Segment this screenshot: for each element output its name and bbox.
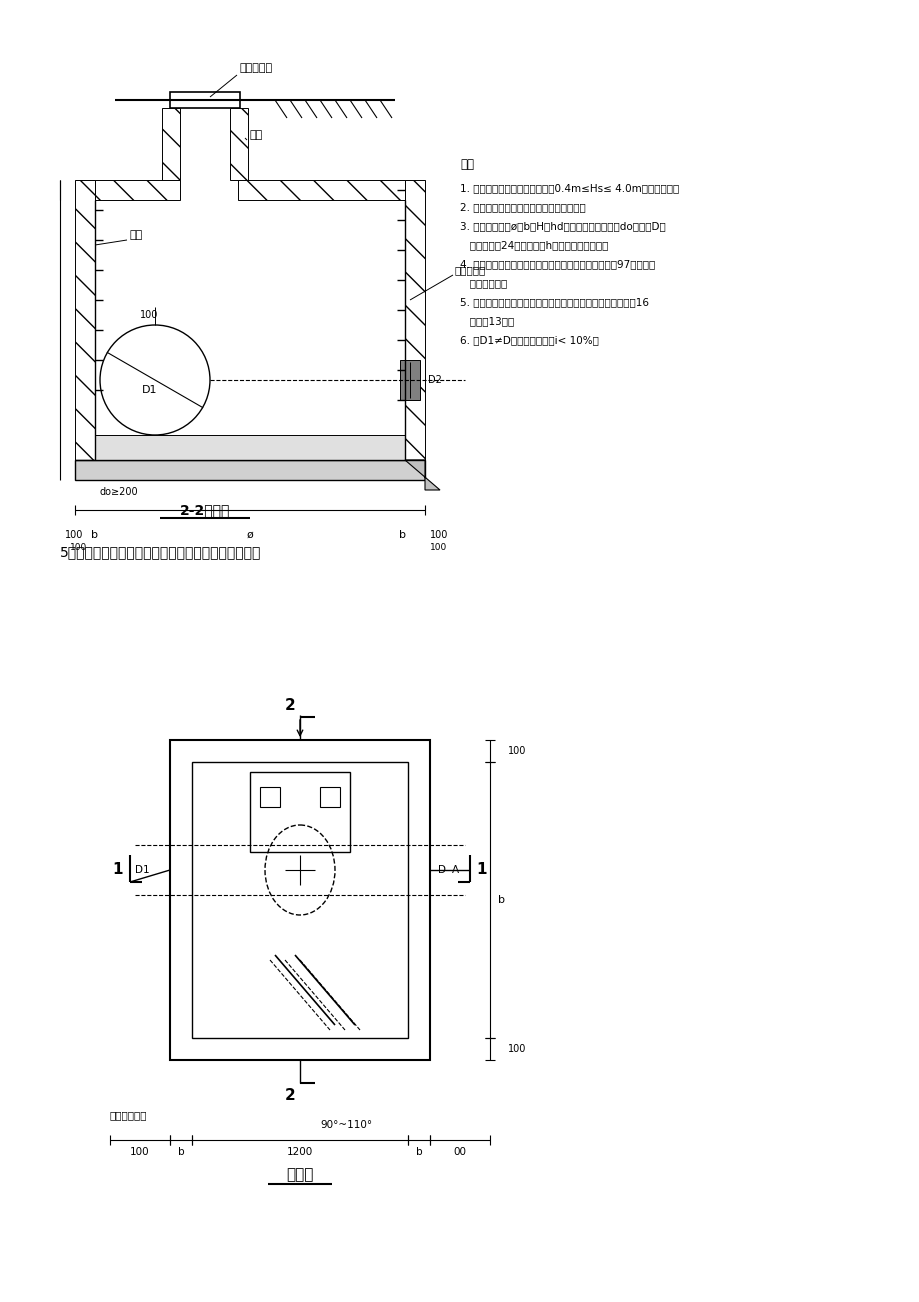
Bar	[95, 180, 180, 201]
Text: 100: 100	[507, 1044, 526, 1055]
Text: 1. 适用条件：盖板顶设计覆土：0.4m≤Hs≤ 4.0m；有地下水。: 1. 适用条件：盖板顶设计覆土：0.4m≤Hs≤ 4.0m；有地下水。	[460, 184, 678, 193]
Text: 页及第13页。: 页及第13页。	[460, 316, 514, 326]
Text: 井盖及井座: 井盖及井座	[240, 62, 273, 73]
Text: 100: 100	[507, 746, 526, 756]
Text: b: b	[497, 894, 505, 905]
Text: 90°~110°: 90°~110°	[320, 1120, 371, 1130]
Text: D1: D1	[142, 385, 157, 395]
Bar	[238, 180, 404, 201]
Bar	[162, 108, 180, 180]
Text: do≥200: do≥200	[100, 487, 139, 497]
Text: 注：: 注：	[460, 159, 473, 172]
Bar	[75, 180, 95, 460]
Text: 1: 1	[476, 862, 487, 878]
Text: 脚窝位置图。: 脚窝位置图。	[460, 279, 506, 288]
Text: 100: 100	[140, 310, 158, 320]
Bar	[260, 786, 279, 807]
Bar	[75, 460, 425, 480]
Text: 2: 2	[284, 1087, 295, 1103]
Text: 5. 混凝土圆形管道穿墙洞口做法及盖板安装做法详见本图集第16: 5. 混凝土圆形管道穿墙洞口做法及盖板安装做法详见本图集第16	[460, 297, 648, 307]
Text: b: b	[399, 530, 406, 540]
Text: 管外壁凿毛: 管外壁凿毛	[455, 266, 486, 275]
Text: 2. 材料、施工细则及其他要求详见总说明。: 2. 材料、施工细则及其他要求详见总说明。	[460, 202, 585, 212]
Text: 5、混凝土模块式矩形直线雨水检查井细部构造做法：: 5、混凝土模块式矩形直线雨水检查井细部构造做法：	[60, 546, 261, 559]
Bar	[250, 772, 349, 852]
Text: 100: 100	[65, 530, 84, 540]
Text: 平面图: 平面图	[286, 1168, 313, 1182]
Bar	[170, 92, 240, 108]
Bar	[320, 786, 340, 807]
Text: 100: 100	[70, 543, 87, 552]
Text: b: b	[415, 1147, 422, 1157]
Text: A: A	[451, 865, 459, 875]
Text: D1: D1	[135, 865, 150, 875]
Text: 100: 100	[429, 543, 447, 552]
Text: 3. 图中井室尺寸ø、b、H、hd值、盖板型号及配筋do应根据D值: 3. 图中井室尺寸ø、b、H、hd值、盖板型号及配筋do应根据D值	[460, 221, 665, 230]
Text: 2: 2	[284, 698, 295, 712]
Text: 6. 当D1≠D时，流槽底坡度i< 10%。: 6. 当D1≠D时，流槽底坡度i< 10%。	[460, 335, 598, 345]
Bar	[170, 740, 429, 1060]
Text: 2-2剖面图: 2-2剖面图	[179, 503, 230, 517]
Bar	[230, 108, 248, 180]
Text: 4. 流槽部分在安装踏步的同侧加设脚窝，详见第本图集97页踏步、: 4. 流槽部分在安装踏步的同侧加设脚窝，详见第本图集97页踏步、	[460, 259, 654, 270]
Bar	[404, 180, 425, 480]
Text: 按本图集第24页表确定；h值详见盖板配筋图。: 按本图集第24页表确定；h值详见盖板配筋图。	[460, 240, 607, 250]
Text: b: b	[91, 530, 98, 540]
Text: 100: 100	[130, 1147, 150, 1157]
Polygon shape	[404, 460, 439, 490]
Text: 踏步: 踏步	[130, 230, 143, 240]
Text: b: b	[177, 1147, 184, 1157]
Text: ø: ø	[246, 530, 253, 540]
Text: 1200: 1200	[287, 1147, 312, 1157]
Text: D2: D2	[427, 375, 441, 385]
Bar	[192, 762, 407, 1038]
Text: 1: 1	[113, 862, 123, 878]
Text: 00: 00	[453, 1147, 466, 1157]
Text: D: D	[437, 865, 446, 875]
Text: 100: 100	[429, 530, 448, 540]
Bar	[400, 359, 420, 400]
Bar	[95, 435, 404, 460]
Text: 支管须平接入: 支管须平接入	[110, 1111, 147, 1120]
Text: 井筒: 井筒	[250, 130, 263, 141]
